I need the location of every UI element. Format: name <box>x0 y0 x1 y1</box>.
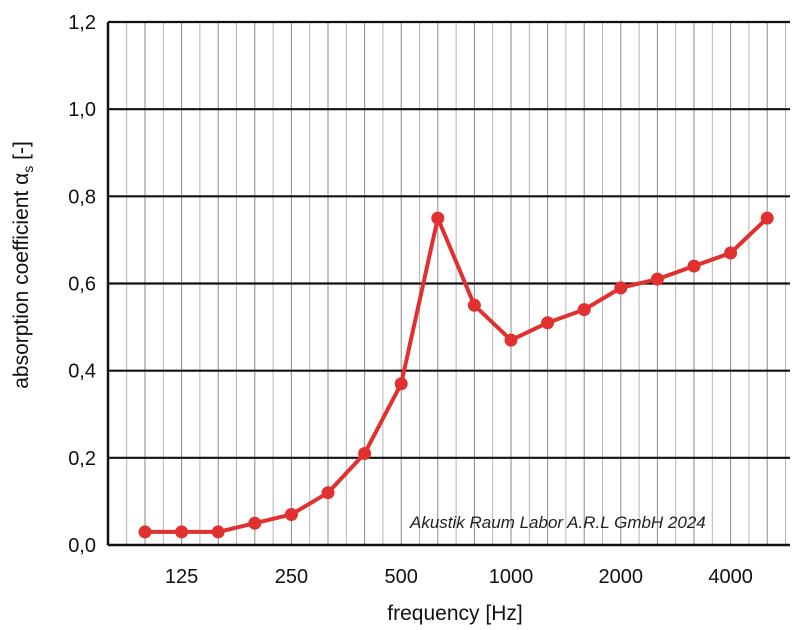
y-axis-title-sub: s <box>20 166 36 173</box>
axes <box>106 20 790 547</box>
y-axis-title-unit: [-] <box>10 141 33 166</box>
data-point <box>211 525 225 539</box>
data-point <box>760 211 774 225</box>
x-tick-label: 125 <box>165 566 198 588</box>
x-axis-title: frequency [Hz] <box>387 602 522 625</box>
data-point <box>284 507 298 521</box>
data-point <box>650 272 664 286</box>
y-tick-label: 0,0 <box>68 535 96 557</box>
x-tick-label: 500 <box>385 566 418 588</box>
data-point <box>724 246 738 260</box>
data-point <box>467 298 481 312</box>
x-tick-label: 1000 <box>489 566 534 588</box>
data-point <box>614 281 628 295</box>
data-point <box>541 316 555 330</box>
y-tick-label: 1,0 <box>68 99 96 121</box>
x-tick-label: 2000 <box>599 566 644 588</box>
tick-labels: 0,0 0,2 0,4 0,6 0,8 1,0 1,2 125 250 500 1000 2000 40… <box>68 12 753 588</box>
data-point <box>358 446 372 460</box>
data-point <box>577 303 591 317</box>
data-point <box>175 525 189 539</box>
data-point <box>394 377 408 391</box>
y-tick-label: 0,8 <box>68 186 96 208</box>
y-tick-label: 0,2 <box>68 448 96 470</box>
lab-annotation: Akustik Raum Labor A.R.L GmbH 2024 <box>409 513 706 532</box>
x-tick-label: 4000 <box>708 566 753 588</box>
y-axis-title-main: absorption coefficient α <box>10 173 33 389</box>
y-tick-label: 1,2 <box>68 12 96 34</box>
data-point <box>431 211 445 225</box>
data-point <box>138 525 152 539</box>
series-absorption <box>138 211 774 539</box>
data-point <box>248 516 262 530</box>
y-tick-label: 0,4 <box>68 361 96 383</box>
data-point <box>504 333 518 347</box>
y-axis-title: absorption coefficient αs [-] <box>10 141 36 389</box>
y-tick-label: 0,6 <box>68 274 96 296</box>
data-point <box>687 259 701 273</box>
x-tick-label: 250 <box>275 566 308 588</box>
data-point <box>321 486 335 500</box>
